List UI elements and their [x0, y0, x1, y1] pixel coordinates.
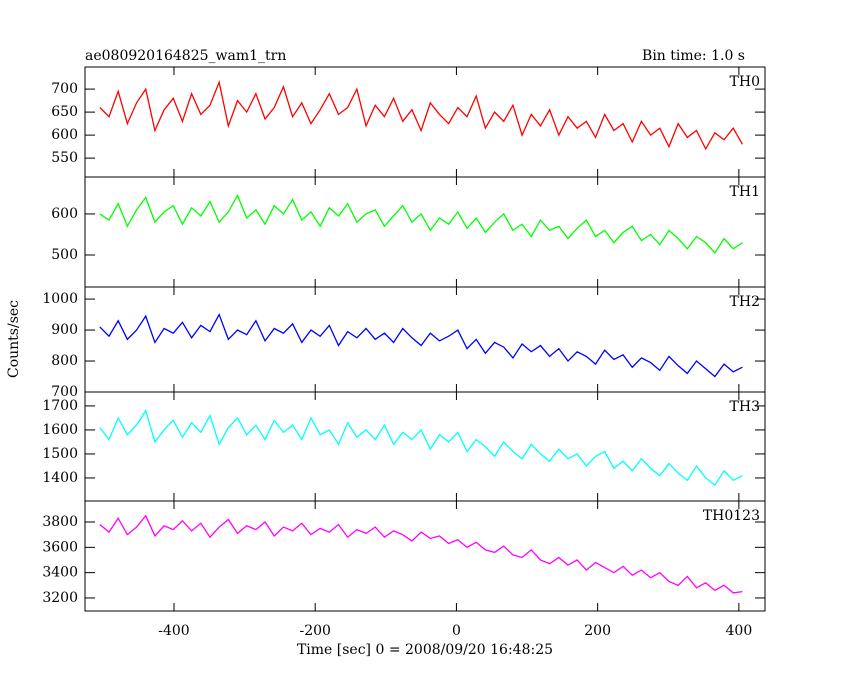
- y-tick-label: 600: [51, 206, 78, 222]
- x-tick-label: 400: [726, 623, 753, 639]
- panel-frame: [84, 500, 766, 612]
- y-tick-label: 1600: [42, 422, 78, 438]
- series-label: TH2: [730, 294, 760, 310]
- panel-frame: [84, 176, 766, 288]
- panel-frame: [84, 391, 766, 502]
- x-axis-label: Time [sec] 0 = 2008/09/20 16:48:25: [297, 642, 553, 658]
- y-tick-label: 3800: [42, 514, 78, 530]
- x-tick-label: 0: [452, 623, 461, 639]
- data-line: [99, 79, 743, 151]
- data-line: [99, 312, 743, 378]
- data-line: [99, 514, 743, 594]
- y-tick-label: 650: [51, 104, 78, 120]
- y-tick-label: 550: [51, 150, 78, 166]
- data-line: [99, 193, 743, 255]
- x-tick-label: 200: [584, 623, 611, 639]
- series-label: TH3: [730, 399, 760, 415]
- y-tick-label: 3400: [42, 565, 78, 581]
- y-tick-label: 3600: [42, 539, 78, 555]
- series-label: TH1: [730, 184, 760, 200]
- panel-frame: [84, 66, 766, 178]
- y-axis-label: Counts/sec: [6, 300, 22, 378]
- data-line: [99, 409, 743, 487]
- y-tick-label: 1000: [42, 291, 78, 307]
- chart-subtitle: Bin time: 1.0 s: [642, 48, 745, 64]
- y-tick-label: 700: [51, 384, 78, 400]
- y-tick-label: 500: [51, 247, 78, 263]
- y-tick-label: 600: [51, 127, 78, 143]
- y-tick-label: 800: [51, 353, 78, 369]
- x-tick-label: -400: [158, 623, 189, 639]
- y-tick-label: 900: [51, 322, 78, 338]
- y-tick-label: 3200: [42, 590, 78, 606]
- y-tick-label: 1500: [42, 446, 78, 462]
- chart-title: ae080920164825_wam1_trn: [85, 48, 286, 64]
- y-tick-label: 1400: [42, 470, 78, 486]
- x-tick-label: -200: [299, 623, 330, 639]
- series-label: TH0123: [703, 508, 760, 524]
- series-label: TH0: [730, 74, 760, 90]
- y-tick-label: 700: [51, 81, 78, 97]
- y-tick-label: 1700: [42, 398, 78, 414]
